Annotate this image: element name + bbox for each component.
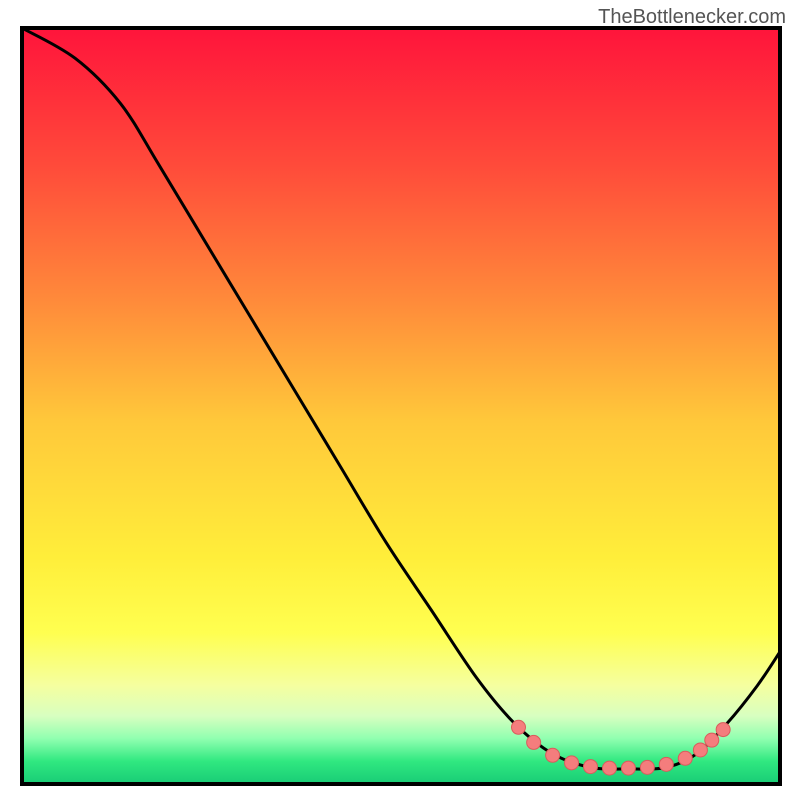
marker-point	[693, 743, 707, 757]
marker-point	[527, 735, 541, 749]
marker-point	[584, 760, 598, 774]
marker-point	[678, 751, 692, 765]
marker-point	[716, 723, 730, 737]
plot-background	[22, 28, 780, 784]
marker-point	[546, 748, 560, 762]
bottleneck-chart	[0, 0, 800, 800]
marker-point	[659, 757, 673, 771]
marker-point	[640, 760, 654, 774]
marker-point	[565, 756, 579, 770]
marker-point	[511, 720, 525, 734]
marker-point	[602, 761, 616, 775]
marker-point	[705, 733, 719, 747]
chart-svg	[0, 0, 800, 800]
marker-point	[621, 761, 635, 775]
watermark-text: TheBottlenecker.com	[598, 6, 786, 29]
